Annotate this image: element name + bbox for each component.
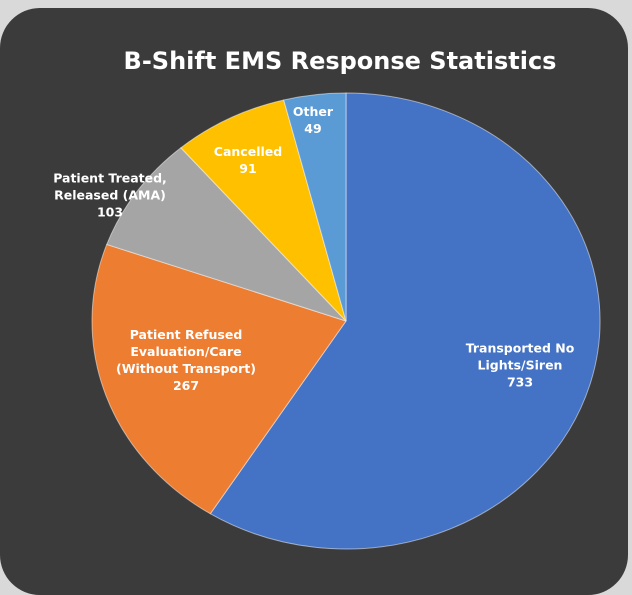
value-label: 267: [172, 378, 200, 393]
slice-label: Patient Treated, Released (AMA) 103: [48, 170, 173, 221]
category-label: Patient Refused Evaluation/Care (Without…: [116, 327, 256, 376]
category-label: Cancelled: [213, 144, 283, 159]
slice-label: Patient Refused Evaluation/Care (Without…: [99, 326, 274, 394]
value-label: 49: [304, 121, 322, 136]
category-label: Transported No Lights/Siren: [465, 340, 575, 373]
slice-label: Cancelled 91: [208, 143, 288, 177]
slice-label: Transported No Lights/Siren 733: [445, 340, 595, 391]
pie-slice: [283, 92, 347, 322]
pie-slice: [180, 99, 347, 322]
slice-label: Other 49: [283, 103, 343, 137]
category-label: Other: [292, 104, 334, 119]
pie-slice: [209, 92, 601, 550]
pie-slice: [106, 147, 347, 322]
category-label: Patient Treated, Released (AMA): [53, 170, 167, 203]
pie-slice: [91, 243, 347, 515]
value-label: 733: [506, 374, 534, 390]
value-label: 103: [96, 204, 124, 220]
value-label: 91: [239, 161, 257, 176]
chart-title: B-Shift EMS Response Statistics: [124, 47, 557, 75]
